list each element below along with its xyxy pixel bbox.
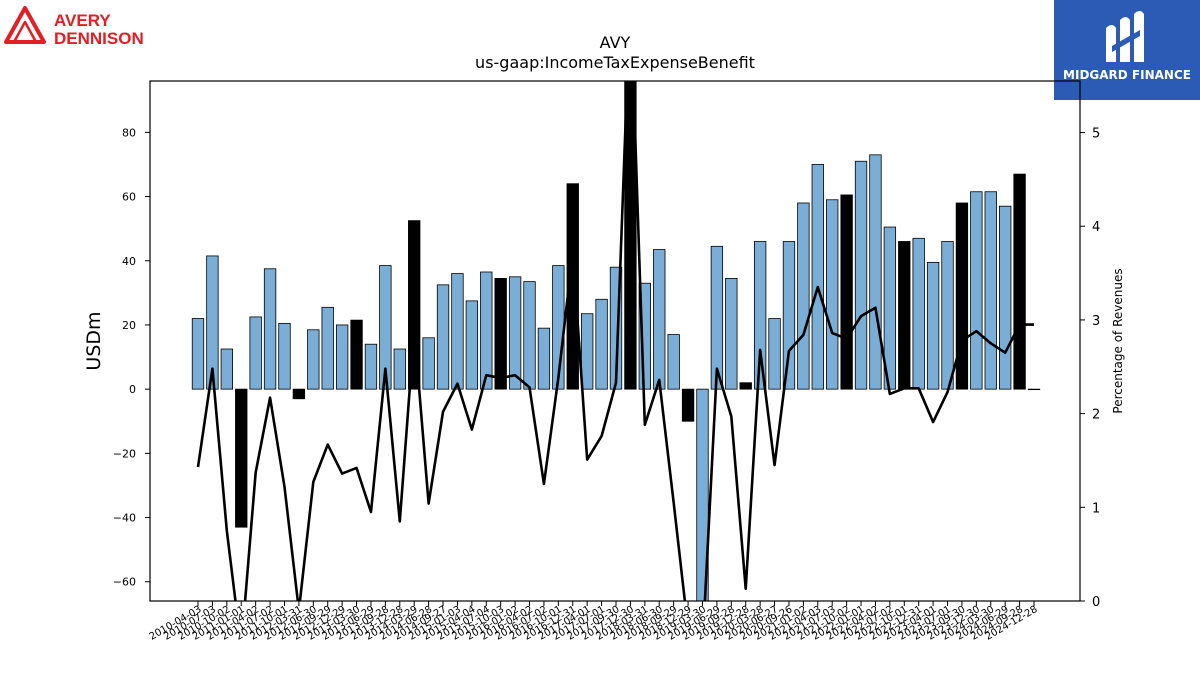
bar bbox=[826, 199, 839, 390]
bar bbox=[422, 337, 435, 390]
bar bbox=[220, 348, 233, 390]
chart-subtitle: us-gaap:IncomeTaxExpenseBenefit bbox=[475, 53, 755, 72]
y-tick-label: 0 bbox=[129, 383, 136, 396]
bar bbox=[191, 318, 205, 390]
bar bbox=[869, 154, 882, 390]
logo-line-1: AVERY bbox=[54, 11, 111, 30]
bar bbox=[307, 329, 320, 390]
bar bbox=[1013, 173, 1026, 390]
bar bbox=[335, 324, 349, 390]
plot-frame bbox=[149, 80, 1081, 602]
bar bbox=[278, 322, 291, 390]
bar bbox=[235, 388, 248, 528]
midgard-finance-logo: MIDGARD FINANCE bbox=[1054, 0, 1200, 100]
bar bbox=[725, 278, 738, 390]
bar bbox=[999, 205, 1012, 390]
y2-tick-label: 0 bbox=[1092, 595, 1100, 610]
y-tick-label: 80 bbox=[122, 126, 136, 139]
y-axis-label: USDm bbox=[83, 311, 105, 370]
bar bbox=[941, 241, 954, 390]
bar bbox=[624, 81, 637, 390]
avery-dennison-logo: AVERY DENNISON bbox=[4, 4, 174, 48]
bar bbox=[350, 319, 363, 390]
bar bbox=[292, 388, 306, 400]
bar bbox=[955, 202, 969, 390]
bar bbox=[609, 266, 623, 390]
bar bbox=[753, 241, 767, 390]
y-tick-label: −40 bbox=[113, 512, 136, 525]
bar bbox=[970, 191, 983, 390]
bar bbox=[926, 261, 940, 390]
bar bbox=[494, 278, 507, 390]
bar bbox=[321, 306, 334, 390]
bar bbox=[840, 194, 853, 390]
bar bbox=[364, 343, 378, 390]
bar bbox=[898, 241, 911, 390]
bar bbox=[797, 202, 810, 390]
bar bbox=[537, 327, 551, 390]
bar bbox=[379, 265, 392, 390]
bar bbox=[465, 300, 479, 390]
bar bbox=[523, 281, 536, 390]
bar bbox=[768, 318, 781, 390]
y2-tick-label: 1 bbox=[1092, 501, 1100, 516]
bar bbox=[249, 316, 262, 390]
bar bbox=[811, 164, 824, 390]
plot-content bbox=[191, 81, 1041, 601]
bar bbox=[696, 388, 709, 601]
bar bbox=[566, 183, 579, 390]
bar bbox=[1027, 388, 1041, 391]
midgard-finance-logo-mark bbox=[1106, 11, 1144, 62]
bar bbox=[854, 160, 868, 390]
bar bbox=[408, 220, 421, 390]
y2-tick-label: 3 bbox=[1092, 314, 1100, 329]
y2-axis-label: Percentage of Revenues bbox=[1111, 268, 1125, 413]
bar bbox=[782, 241, 796, 390]
bar bbox=[581, 313, 594, 390]
bar bbox=[393, 348, 406, 390]
midgard-finance-wordmark: MIDGARD FINANCE bbox=[1063, 68, 1191, 82]
y-tick-label: 40 bbox=[122, 255, 136, 268]
y-tick-label: −20 bbox=[113, 447, 136, 460]
bar bbox=[263, 268, 277, 390]
y2-tick-label: 5 bbox=[1092, 127, 1100, 142]
bar bbox=[681, 388, 695, 422]
bar bbox=[984, 191, 997, 390]
bar bbox=[436, 284, 450, 390]
avery-dennison-logo-mark: AVERY DENNISON bbox=[4, 6, 144, 48]
plot-area: −60−40−200204060800123452010-04-032010-0… bbox=[113, 80, 1100, 643]
bar bbox=[206, 255, 219, 390]
y2-tick-label: 4 bbox=[1092, 220, 1100, 235]
bar bbox=[451, 273, 464, 390]
bar bbox=[667, 334, 680, 390]
y-tick-label: 60 bbox=[122, 191, 136, 204]
bar bbox=[912, 237, 925, 390]
chart-title: AVY bbox=[600, 33, 631, 52]
y-tick-label: 20 bbox=[122, 319, 136, 332]
y2-tick-label: 2 bbox=[1092, 408, 1100, 423]
line-series bbox=[196, 81, 1034, 601]
y-tick-label: −60 bbox=[113, 576, 136, 589]
bar bbox=[595, 298, 608, 390]
logo-line-2: DENNISON bbox=[54, 29, 144, 48]
bar bbox=[653, 249, 666, 390]
bar bbox=[508, 276, 522, 390]
bar bbox=[739, 382, 752, 390]
bar bbox=[480, 271, 493, 390]
